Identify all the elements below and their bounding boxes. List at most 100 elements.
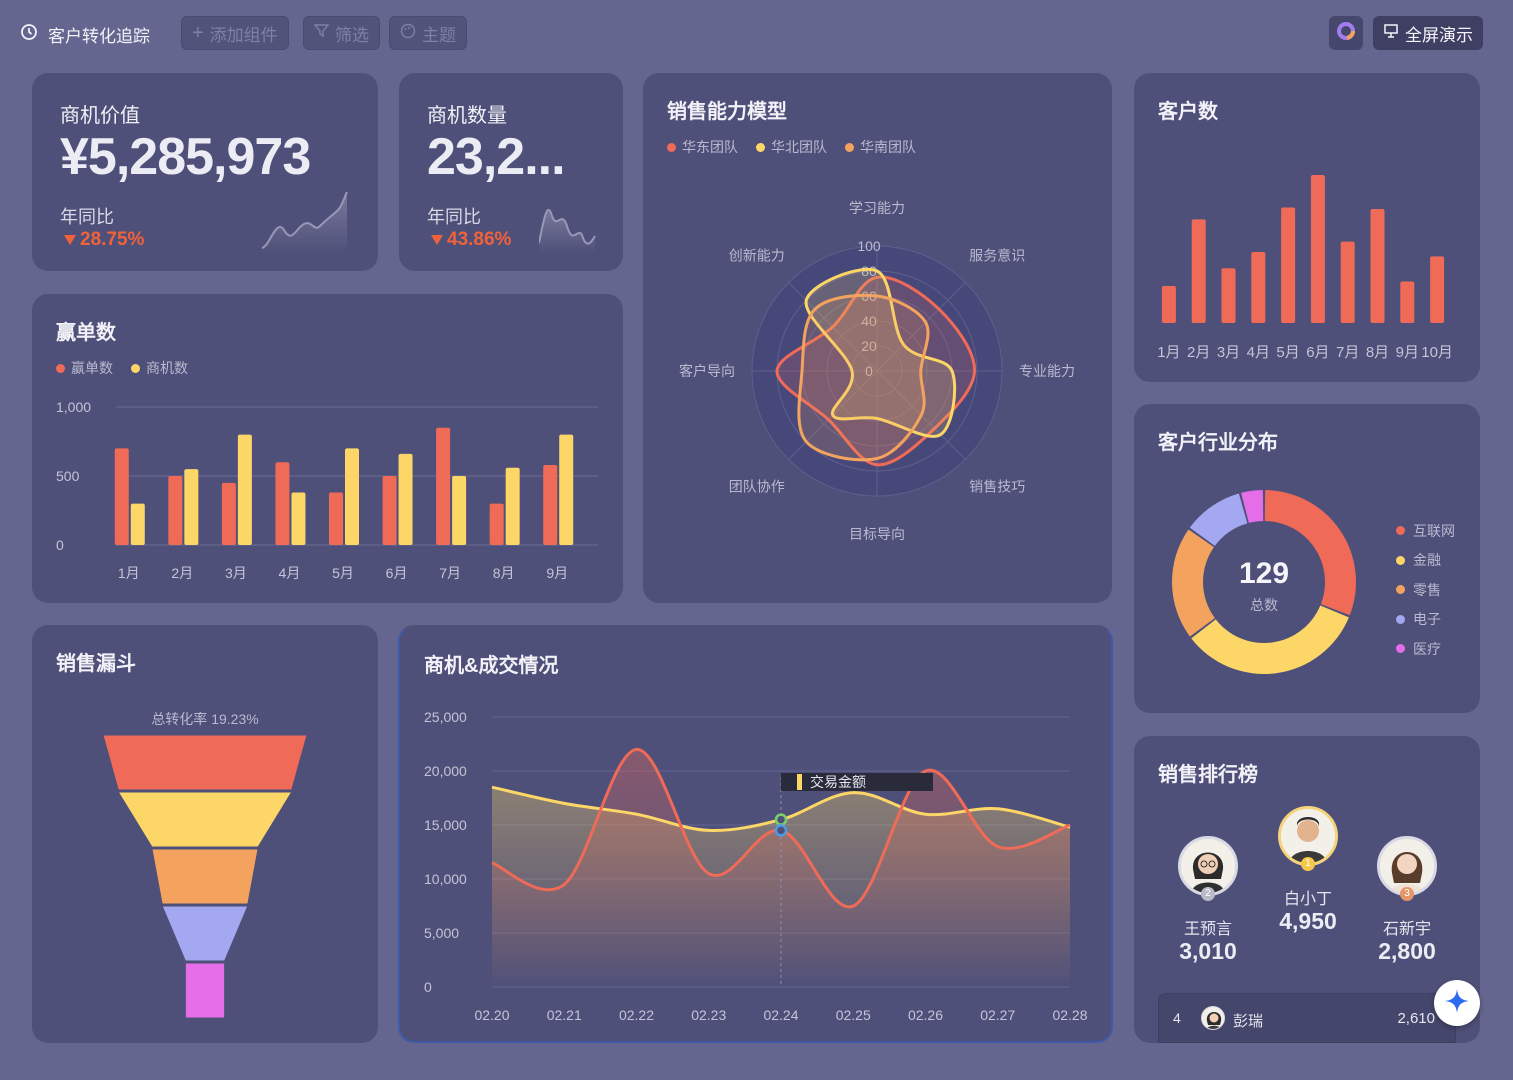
legend-item[interactable]: 医疗: [1396, 634, 1455, 664]
add-widget-button[interactable]: + 添加组件: [181, 16, 289, 50]
x-tick-label: 02.26: [908, 1007, 943, 1023]
card-title: 客户数: [1158, 101, 1218, 123]
funnel-stage: [117, 791, 293, 848]
theme-label: 主题: [422, 25, 456, 45]
legend-label: 商机数: [146, 360, 188, 376]
radar-tick-label: 20: [861, 338, 877, 354]
row-value: 2,610: [1397, 1010, 1435, 1027]
history-icon: [20, 23, 38, 46]
customer-bar: [1430, 256, 1445, 323]
bar-赢单数: [168, 476, 183, 545]
bar-商机数: [291, 492, 306, 545]
legend-item[interactable]: 华南团队: [845, 137, 916, 157]
down-triangle-icon: [431, 229, 443, 251]
legend-item[interactable]: 金融: [1396, 546, 1455, 576]
radar-axis-label: 学习能力: [849, 200, 905, 216]
radar-axis-label: 客户导向: [679, 363, 735, 379]
color-mode-toggle[interactable]: [1329, 16, 1363, 50]
bar-赢单数: [221, 482, 236, 545]
donut-total-label: 总数: [1250, 597, 1278, 613]
customer-bar: [1370, 209, 1385, 323]
ai-assistant-button[interactable]: [1434, 980, 1480, 1026]
radar-series-华北团队: [804, 268, 957, 438]
legend-label: 金融: [1413, 552, 1441, 569]
tooltip-label: 交易金额: [810, 774, 866, 790]
donut-slice-互联网: [1264, 490, 1356, 616]
filter-button[interactable]: 筛选: [303, 16, 380, 50]
rank-badge: 1: [1301, 857, 1315, 871]
customer-bar: [1191, 219, 1206, 323]
bar-赢单数: [543, 464, 558, 545]
chart-tooltip: 交易金额: [781, 773, 933, 791]
tooltip-marker: [797, 774, 802, 790]
kpi-change: 43.86%: [431, 229, 511, 251]
y-tick-label: 15,000: [424, 817, 467, 833]
y-tick-label: 0: [56, 537, 64, 553]
fullscreen-button[interactable]: 全屏演示: [1373, 16, 1483, 50]
radar-axis-label: 创新能力: [729, 248, 785, 264]
ranking-row[interactable]: 4 彭瑞 2,610: [1158, 993, 1456, 1043]
x-tick-label: 4月: [1247, 344, 1270, 361]
y-tick-label: 0: [424, 979, 432, 995]
radar-axis-label: 销售技巧: [969, 478, 1025, 494]
plus-icon: +: [192, 21, 204, 44]
legend-item[interactable]: 商机数: [131, 358, 188, 378]
customer-bar: [1400, 281, 1415, 323]
legend-item[interactable]: 电子: [1396, 605, 1455, 635]
legend-dot: [1396, 614, 1405, 624]
kpi-card-opportunity-count: 商机数量 23,2... 年同比 43.86%: [399, 73, 623, 271]
legend-item[interactable]: 华东团队: [667, 137, 738, 157]
radar-chart: 学习能力服务意识专业能力销售技巧目标导向团队协作客户导向创新能力10080604…: [679, 200, 1075, 542]
customer-bar: [1161, 286, 1176, 323]
x-tick-label: 8月: [493, 565, 515, 581]
app-title: 客户转化追踪: [20, 22, 150, 47]
app-title-text: 客户转化追踪: [48, 27, 150, 46]
kpi-title: 商机价值: [60, 105, 140, 127]
legend-dot: [1396, 644, 1405, 654]
radar-axis-label: 服务意识: [969, 248, 1025, 264]
theme-button[interactable]: 主题: [389, 16, 467, 50]
bar-赢单数: [489, 503, 504, 545]
donut-legend: 互联网金融零售电子医疗: [1396, 516, 1455, 664]
deals-card: 商机&成交情况 25,000 20,000 15,000 10,000 5,000 0 02…: [398, 625, 1113, 1043]
bar-赢单数: [114, 448, 129, 545]
kpi-change-value: 43.86%: [447, 229, 512, 250]
legend-label: 零售: [1413, 581, 1441, 598]
rank-name: 白小丁: [1283, 891, 1332, 908]
rank-value: 4,950: [1279, 908, 1337, 934]
legend-item[interactable]: 赢单数: [56, 358, 113, 378]
radar-spoke: [876, 282, 966, 372]
top-bar: 客户转化追踪 + 添加组件 筛选 主题 全屏演示: [0, 0, 1513, 66]
avatar-rank-1[interactable]: [1278, 806, 1338, 866]
legend-item[interactable]: 互联网: [1396, 516, 1455, 546]
x-tick-label: 2月: [1187, 344, 1210, 361]
bar-商机数: [130, 503, 145, 545]
kpi-change-value: 28.75%: [80, 229, 145, 250]
win-bar-chart: 1,000 500 0 1月 2月 3月 4月 5月 6月 7月 8月 9月: [56, 399, 598, 581]
presentation-icon: [1383, 23, 1399, 44]
customer-bar: [1310, 175, 1325, 323]
legend-dot: [131, 363, 140, 373]
legend-item[interactable]: 零售: [1396, 575, 1455, 605]
kpi-title: 商机数量: [427, 105, 507, 127]
x-tick-label: 02.22: [619, 1007, 654, 1023]
x-tick-label: 02.23: [691, 1007, 726, 1023]
card-title: 商机&成交情况: [424, 655, 559, 677]
rank-badge: 2: [1201, 887, 1215, 901]
x-tick-label: 7月: [439, 565, 461, 581]
hover-point: [774, 824, 788, 837]
chart-legend: 华东团队 华北团队 华南团队: [667, 137, 916, 157]
legend-label: 电子: [1413, 611, 1441, 628]
bar-商机数: [559, 434, 574, 545]
palette-icon: [400, 23, 416, 44]
legend-item[interactable]: 华北团队: [756, 137, 827, 157]
legend-dot: [756, 142, 765, 152]
kpi-value: ¥5,285,973: [60, 128, 311, 186]
kpi-value: 23,2...: [427, 128, 566, 186]
donut-total: 129: [1238, 557, 1290, 590]
customer-bar: [1251, 251, 1266, 323]
legend-dot: [1396, 526, 1405, 536]
legend-dot: [1396, 555, 1405, 565]
radar-series-华南团队: [797, 293, 930, 462]
down-triangle-icon: [64, 229, 76, 251]
